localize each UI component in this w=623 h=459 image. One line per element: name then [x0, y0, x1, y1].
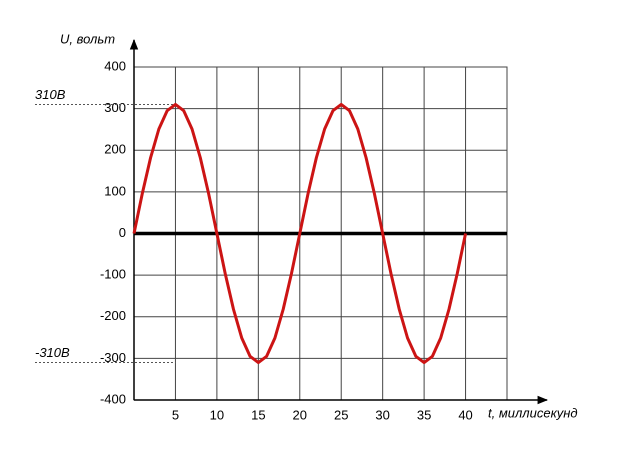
y-tick-label: 400: [104, 58, 126, 73]
data-line: [132, 102, 468, 365]
y-tick-label: -200: [100, 308, 126, 323]
y-tick-label: -400: [100, 391, 126, 406]
x-tick-label: 5: [172, 407, 179, 422]
x-tick-label: 25: [334, 407, 348, 422]
y-tick-label: -300: [100, 350, 126, 365]
annotation-label: 310В: [35, 87, 66, 102]
y-tick-label: 200: [104, 142, 126, 157]
annotation-label: -310В: [35, 345, 70, 360]
y-tick-label: -100: [100, 267, 126, 282]
x-tick-label: 10: [210, 407, 224, 422]
x-tick-label: 40: [458, 407, 472, 422]
y-tick-label: 0: [119, 225, 126, 240]
y-tick-label: 300: [104, 100, 126, 115]
y-tick-label: 100: [104, 183, 126, 198]
x-tick-label: 35: [417, 407, 431, 422]
x-tick-label: 30: [375, 407, 389, 422]
x-tick-label: 20: [293, 407, 307, 422]
x-tick-label: 15: [251, 407, 265, 422]
y-axis-label: U, вольт: [60, 31, 115, 46]
x-axis-label: t, миллисекунд: [488, 405, 578, 420]
